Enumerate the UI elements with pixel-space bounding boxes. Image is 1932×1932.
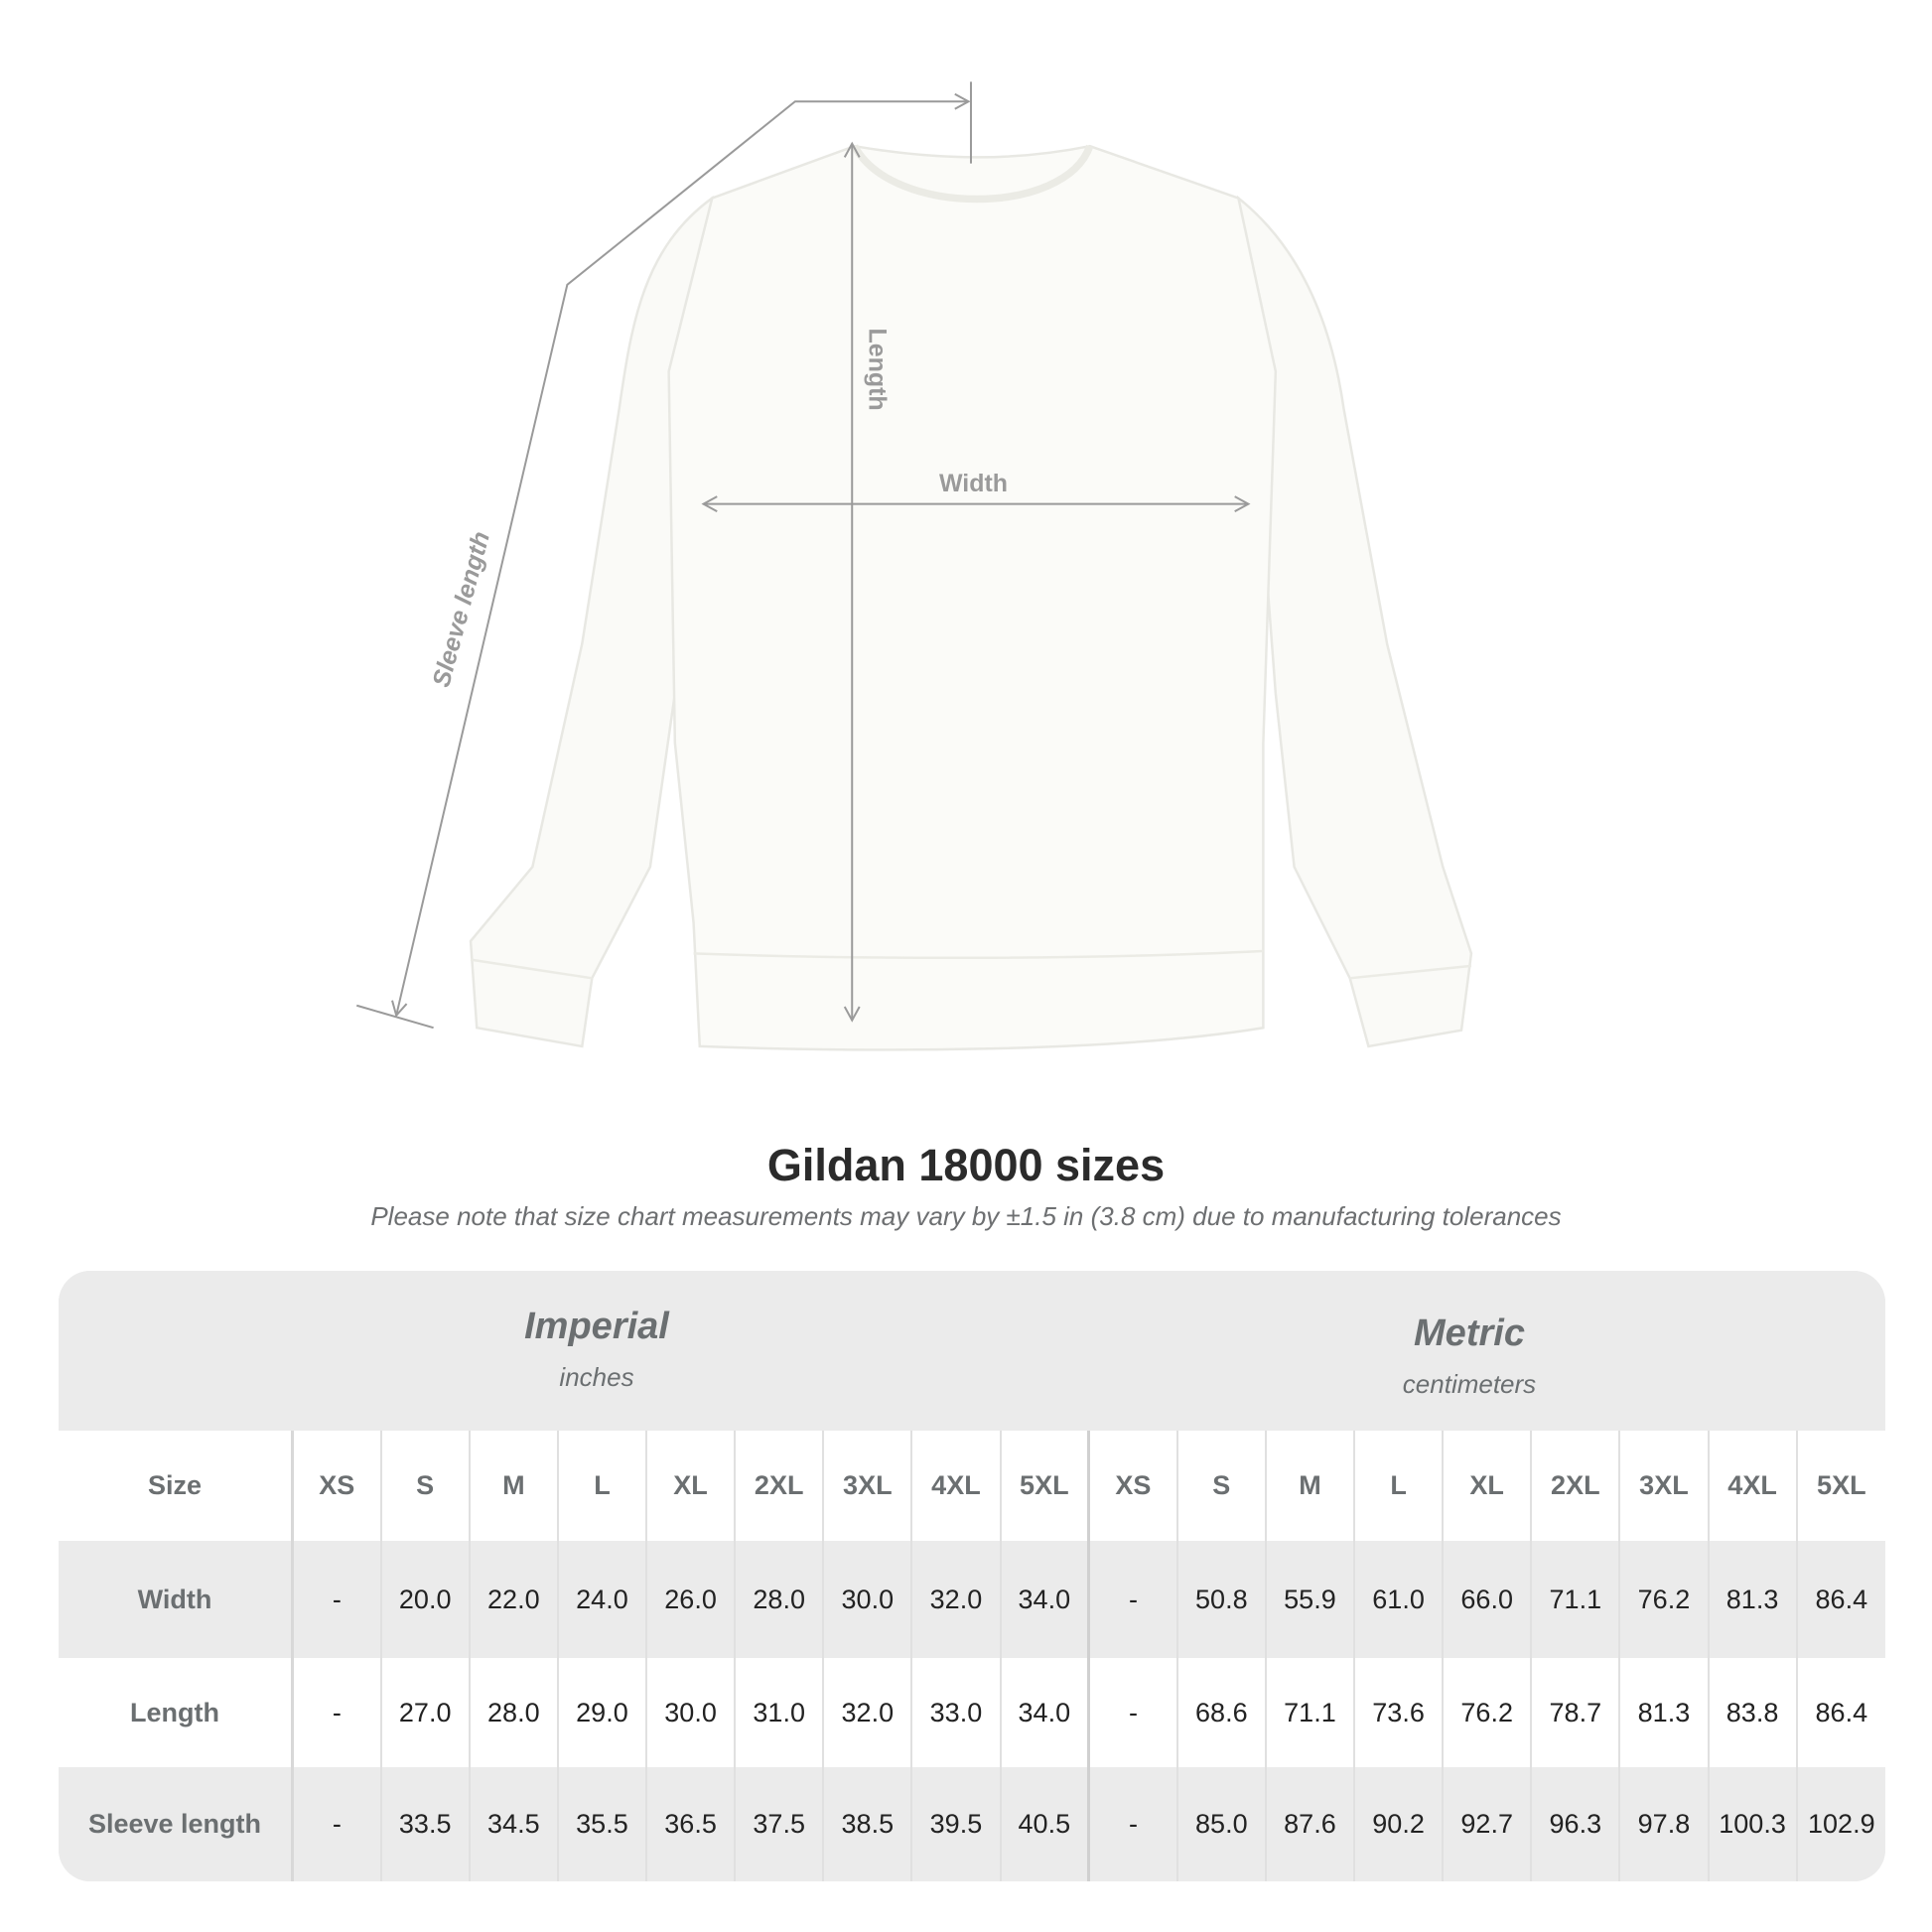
imperial-value-cell: 24.0 [556, 1541, 646, 1658]
metric-value-cell: - [1087, 1767, 1177, 1881]
imperial-value-cell: - [291, 1658, 381, 1767]
sleeve-length-arrow [391, 92, 971, 1018]
sleeve-length-label: Sleeve length [427, 528, 495, 690]
metric-value-cell: 76.2 [1618, 1541, 1709, 1658]
imperial-value-cell: 34.5 [468, 1767, 558, 1881]
imperial-value-cell: 37.5 [734, 1767, 824, 1881]
row-label: Width [59, 1541, 294, 1658]
metric-header: Metric centimeters [1072, 1312, 1866, 1400]
imperial-size-l: L [556, 1431, 646, 1541]
tolerance-note: Please note that size chart measurements… [370, 1201, 1562, 1231]
metric-value-cell: 92.7 [1442, 1767, 1532, 1881]
metric-value-cell: 86.4 [1795, 1658, 1885, 1767]
imperial-value-cell: 26.0 [644, 1541, 736, 1658]
metric-size-4xl: 4XL [1707, 1431, 1797, 1541]
page-title: Gildan 18000 sizes [766, 1140, 1166, 1190]
imperial-value-cell: 39.5 [910, 1767, 1001, 1881]
table-row: Length -27.0 28.0 29.0 30.0 31.0 32.0 33.0 34.0-… [59, 1658, 1885, 1767]
imperial-value-cell: 30.0 [644, 1658, 736, 1767]
imperial-size-3xl: 3XL [822, 1431, 912, 1541]
width-label: Width [939, 470, 1008, 497]
metric-value-cell: 83.8 [1707, 1658, 1797, 1767]
imperial-value-cell: 31.0 [734, 1658, 824, 1767]
row-label: Sleeve length [59, 1767, 294, 1881]
imperial-size-m: M [468, 1431, 558, 1541]
metric-value-cell: 87.6 [1264, 1767, 1354, 1881]
units-header: Imperial inches Metric centimeters [59, 1271, 1885, 1431]
metric-size-l: L [1352, 1431, 1444, 1541]
imperial-value-cell: 35.5 [556, 1767, 646, 1881]
imperial-value-cell: 32.0 [910, 1541, 1001, 1658]
table-row: Sleeve length -33.5 34.5 35.5 36.5 37.5 38.5 39… [59, 1767, 1885, 1881]
imperial-size-5xl: 5XL [999, 1431, 1089, 1541]
size-label: Size [59, 1431, 294, 1541]
size-grid: Size XS S M L XL 2XL 3XL 4XL 5XL XS S M L XL 2XL 3XL 4XL 5… [59, 1431, 1885, 1881]
imperial-value-cell: 33.5 [379, 1767, 470, 1881]
imperial-value-cell: 38.5 [822, 1767, 912, 1881]
metric-value-cell: 81.3 [1707, 1541, 1797, 1658]
size-header-row: Size XS S M L XL 2XL 3XL 4XL 5XL XS S M L XL 2XL 3XL 4XL 5… [59, 1431, 1885, 1541]
imperial-label: Imperial [524, 1306, 669, 1347]
metric-value-cell: 76.2 [1442, 1658, 1532, 1767]
metric-label: Metric [1414, 1312, 1525, 1354]
size-chart-table: Imperial inches Metric centimeters Size X… [59, 1271, 1885, 1881]
metric-value-cell: 96.3 [1530, 1767, 1620, 1881]
metric-value-cell: 73.6 [1352, 1658, 1444, 1767]
table-row: Width -20.0 22.0 24.0 26.0 28.0 30.0 32.0 34.0-5… [59, 1541, 1885, 1658]
metric-size-s: S [1175, 1431, 1266, 1541]
metric-value-cell: - [1087, 1541, 1177, 1658]
length-label: Length [864, 329, 892, 411]
metric-value-cell: 71.1 [1530, 1541, 1620, 1658]
metric-value-cell: 81.3 [1618, 1658, 1709, 1767]
metric-size-2xl: 2XL [1530, 1431, 1620, 1541]
sweatshirt-image [469, 144, 1473, 1051]
imperial-size-xs: XS [291, 1431, 381, 1541]
imperial-value-cell: 33.0 [910, 1658, 1001, 1767]
metric-size-3xl: 3XL [1618, 1431, 1709, 1541]
metric-value-cell: 97.8 [1618, 1767, 1709, 1881]
imperial-value-cell: 34.0 [999, 1541, 1089, 1658]
metric-value-cell: 55.9 [1264, 1541, 1354, 1658]
metric-size-xs: XS [1087, 1431, 1177, 1541]
sleeve-tick-bottom [355, 1004, 434, 1030]
imperial-value-cell: 28.0 [468, 1658, 558, 1767]
metric-value-cell: 66.0 [1442, 1541, 1532, 1658]
metric-size-m: M [1264, 1431, 1354, 1541]
metric-value-cell: 85.0 [1175, 1767, 1266, 1881]
imperial-value-cell: 27.0 [379, 1658, 470, 1767]
metric-value-cell: 90.2 [1352, 1767, 1444, 1881]
imperial-size-4xl: 4XL [910, 1431, 1001, 1541]
imperial-value-cell: 40.5 [999, 1767, 1089, 1881]
metric-value-cell: 50.8 [1175, 1541, 1266, 1658]
metric-value-cell: 61.0 [1352, 1541, 1444, 1658]
imperial-value-cell: 29.0 [556, 1658, 646, 1767]
metric-size-5xl: 5XL [1795, 1431, 1885, 1541]
imperial-value-cell: 28.0 [734, 1541, 824, 1658]
imperial-value-cell: 22.0 [468, 1541, 558, 1658]
sweatshirt-illustration: Length Width Sleeve length [355, 81, 1473, 1051]
metric-value-cell: 78.7 [1530, 1658, 1620, 1767]
imperial-header: Imperial inches [200, 1306, 994, 1393]
imperial-value-cell: 20.0 [379, 1541, 470, 1658]
imperial-size-xl: XL [644, 1431, 736, 1541]
imperial-value-cell: - [291, 1767, 381, 1881]
metric-size-xl: XL [1442, 1431, 1532, 1541]
imperial-value-cell: 34.0 [999, 1658, 1089, 1767]
imperial-size-s: S [379, 1431, 470, 1541]
measurement-arrows [355, 81, 1251, 1030]
imperial-value-cell: 32.0 [822, 1658, 912, 1767]
imperial-unit: inches [559, 1362, 634, 1392]
row-label: Length [59, 1658, 294, 1767]
imperial-value-cell: 30.0 [822, 1541, 912, 1658]
metric-value-cell: 71.1 [1264, 1658, 1354, 1767]
metric-value-cell: 100.3 [1707, 1767, 1797, 1881]
metric-value-cell: 102.9 [1795, 1767, 1885, 1881]
metric-unit: centimeters [1402, 1369, 1537, 1399]
metric-value-cell: 68.6 [1175, 1658, 1266, 1767]
metric-value-cell: 86.4 [1795, 1541, 1885, 1658]
imperial-value-cell: - [291, 1541, 381, 1658]
metric-value-cell: - [1087, 1658, 1177, 1767]
imperial-size-2xl: 2XL [734, 1431, 824, 1541]
imperial-value-cell: 36.5 [644, 1767, 736, 1881]
